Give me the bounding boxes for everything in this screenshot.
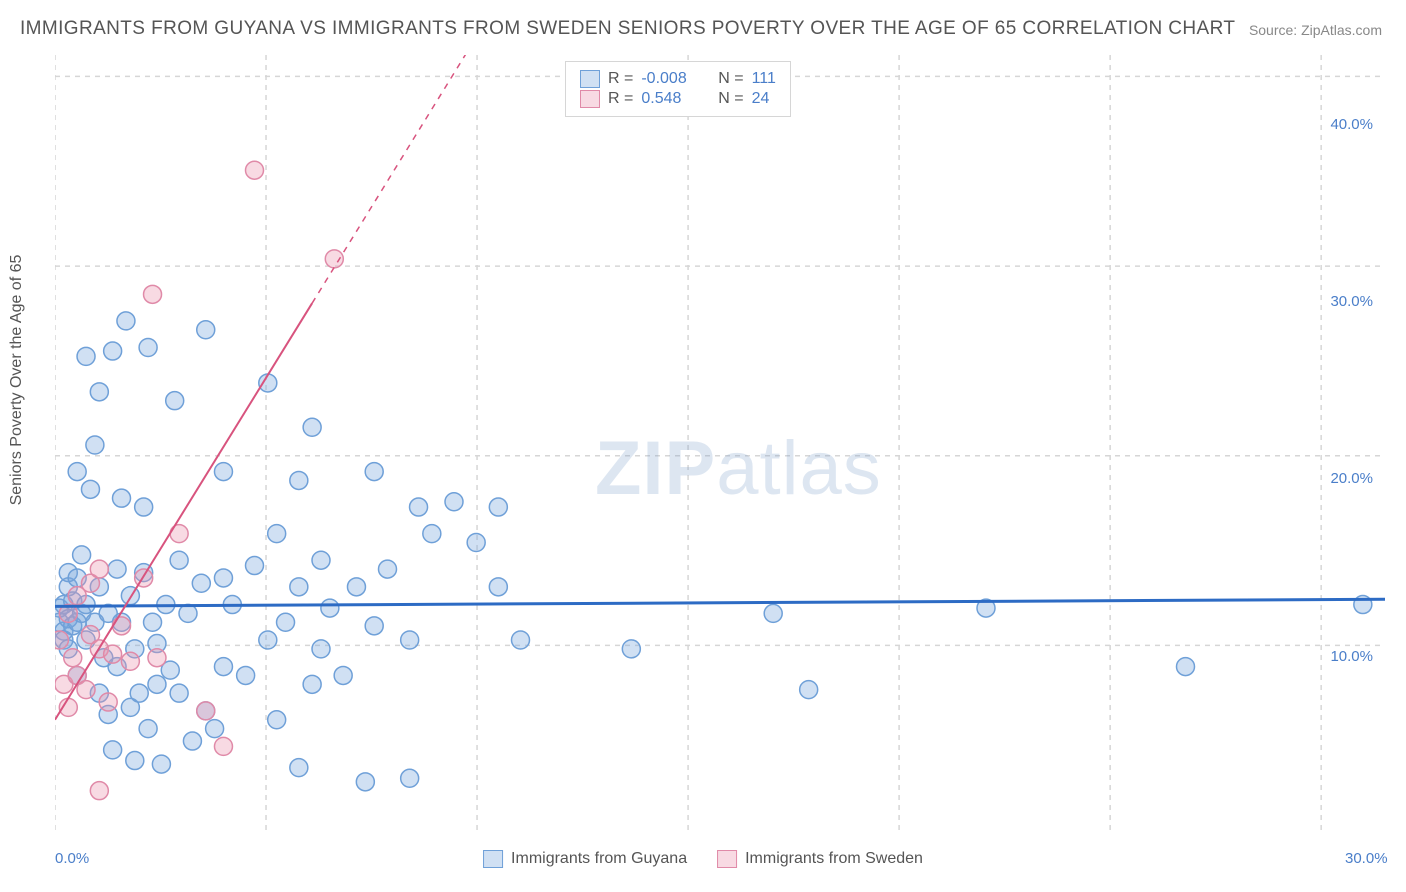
x-tick-label: 30.0%: [1345, 850, 1388, 867]
chart-area: ZIPatlas R =-0.008 N =111R =0.548 N =24 …: [55, 55, 1385, 835]
legend-row: R = 0.548 N = 24: [580, 90, 776, 108]
correlation-legend: R = -0.008 N = 111 R = 0.548 N = 24: [565, 61, 791, 117]
y-tick-label: 20.0%: [1330, 470, 1373, 487]
r-label: R =: [608, 70, 633, 88]
n-value: 24: [752, 90, 770, 108]
series-legend: Immigrants from Guyana Immigrants from Sw…: [483, 850, 923, 868]
legend-swatch: [717, 850, 737, 868]
chart-title: IMMIGRANTS FROM GUYANA VS IMMIGRANTS FRO…: [20, 18, 1235, 40]
legend-item: Immigrants from Sweden: [717, 850, 923, 868]
r-label: R =: [608, 90, 633, 108]
legend-swatch: [483, 850, 503, 868]
legend-swatch: [580, 70, 600, 88]
n-label: N =: [709, 90, 743, 108]
n-value: 111: [752, 70, 776, 88]
n-label: N =: [709, 70, 743, 88]
scatter-plot: [55, 55, 1385, 835]
y-tick-label: 40.0%: [1330, 116, 1373, 133]
r-value: -0.008: [641, 70, 701, 88]
r-value: 0.548: [641, 90, 701, 108]
y-tick-label: 10.0%: [1330, 648, 1373, 665]
source-attribution: Source: ZipAtlas.com: [1249, 22, 1382, 38]
legend-row: R = -0.008 N = 111: [580, 70, 776, 88]
y-tick-label: 30.0%: [1330, 293, 1373, 310]
legend-swatch: [580, 90, 600, 108]
series-name: Immigrants from Sweden: [745, 850, 923, 868]
legend-item: Immigrants from Guyana: [483, 850, 687, 868]
series-name: Immigrants from Guyana: [511, 850, 687, 868]
y-axis-label: Seniors Poverty Over the Age of 65: [8, 255, 26, 506]
x-tick-label: 0.0%: [55, 850, 89, 867]
